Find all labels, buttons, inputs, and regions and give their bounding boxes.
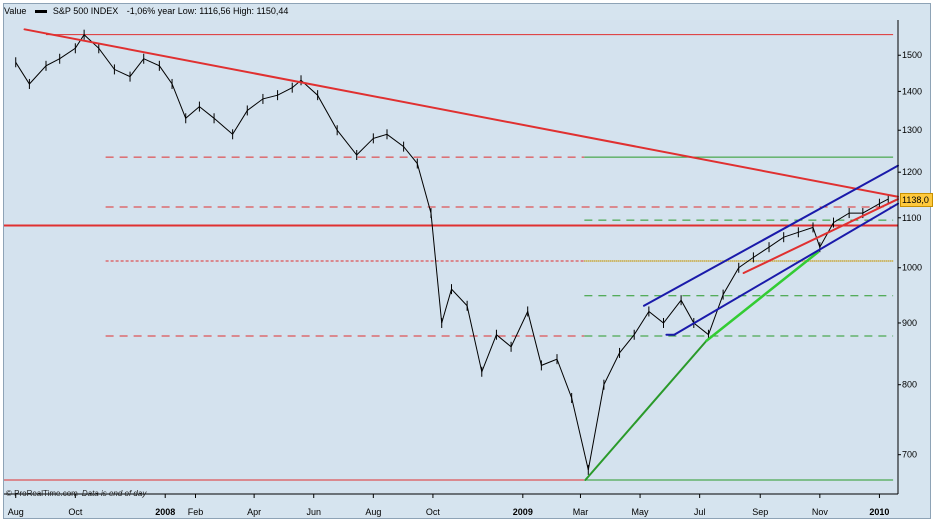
x-tick-label: Jun	[306, 507, 321, 517]
watermark-note: Data is end of day	[81, 489, 147, 498]
x-tick-label: Aug	[8, 507, 24, 517]
trend-line	[705, 251, 820, 342]
trend-line	[23, 28, 899, 198]
trend-line	[673, 202, 899, 336]
y-tick-label: 800	[902, 380, 917, 390]
watermark: © ProRealTime.com Data is end of day	[6, 489, 146, 498]
x-tick-label: 2010	[869, 507, 889, 517]
annotation-layer	[4, 34, 898, 481]
trendline-layer	[23, 28, 899, 481]
legend: Value S&P 500 INDEX -1,06% year Low: 111…	[4, 4, 294, 18]
y-axis: 700 800 900 1000 1100 1200 1300 1400 1500	[898, 50, 922, 460]
y-tick-label: 1200	[902, 167, 922, 177]
y-tick-label: 1500	[902, 50, 922, 60]
x-tick-label: Oct	[426, 507, 441, 517]
trend-line	[742, 198, 899, 275]
legend-series-label: S&P 500 INDEX	[52, 6, 119, 16]
x-tick-label: Apr	[247, 507, 261, 517]
x-tick-label: Feb	[188, 507, 204, 517]
x-tick-label: Aug	[365, 507, 381, 517]
x-tick-label: 2008	[155, 507, 175, 517]
x-tick-label: Jul	[694, 507, 706, 517]
y-tick-label: 1400	[902, 86, 922, 96]
legend-stats: -1,06% year Low: 1116,56 High: 1150,44	[126, 6, 289, 16]
y-tick-label: 700	[902, 450, 917, 460]
y-tick-label: 1000	[902, 263, 922, 273]
x-tick-label: Sep	[752, 507, 768, 517]
x-tick-label: Mar	[573, 507, 589, 517]
x-tick-label: May	[632, 507, 650, 517]
x-tick-label: 2009	[513, 507, 533, 517]
trend-line	[584, 339, 708, 481]
legend-value-label: Value	[4, 6, 27, 16]
x-tick-label: Oct	[68, 507, 83, 517]
y-tick-label: 900	[902, 318, 917, 328]
y-tick-label: 1300	[902, 125, 922, 135]
x-tick-label: Nov	[812, 507, 829, 517]
y-tick-label: 1100	[902, 213, 921, 223]
legend-series-swatch	[34, 10, 47, 14]
last-price-tag: 1138,0	[900, 193, 933, 207]
watermark-logo: © ProRealTime.com	[6, 489, 78, 498]
x-axis: Aug Oct 2008 Feb Apr Jun Aug Oct 2009 Mar May Jul Se…	[8, 494, 889, 517]
plot-area	[4, 20, 898, 494]
trend-line	[642, 164, 899, 307]
